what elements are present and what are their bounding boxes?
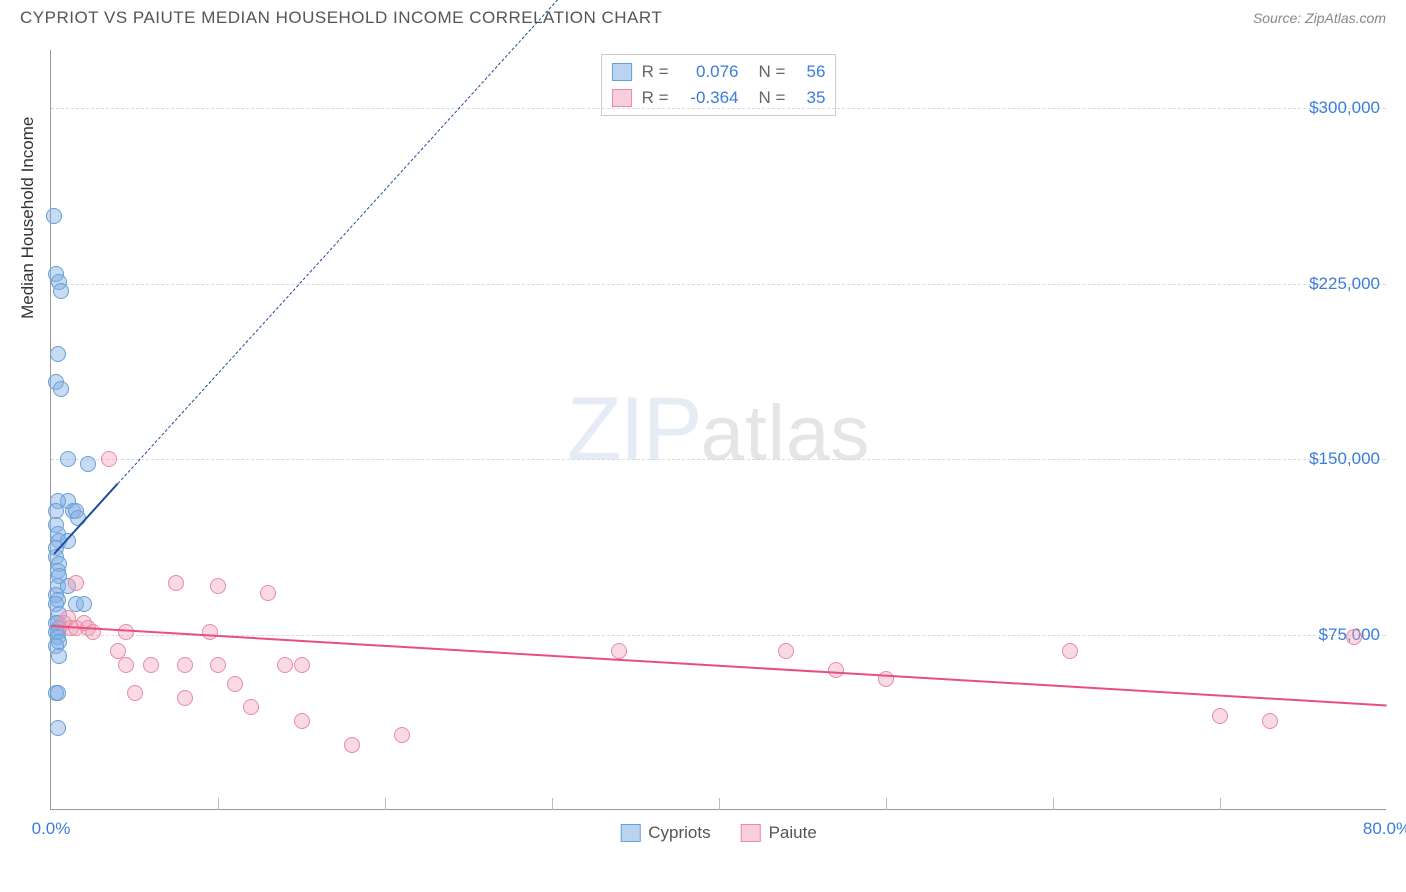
scatter-point <box>344 737 360 753</box>
scatter-point <box>118 624 134 640</box>
legend-label: Cypriots <box>648 823 710 843</box>
y-axis-label: Median Household Income <box>18 117 38 319</box>
watermark: ZIPatlas <box>567 378 871 481</box>
scatter-point <box>177 657 193 673</box>
legend-item: Cypriots <box>620 823 710 843</box>
scatter-point <box>778 643 794 659</box>
stat-n-label: N = <box>759 59 786 85</box>
scatter-point <box>611 643 627 659</box>
y-tick-label: $300,000 <box>1309 98 1380 118</box>
gridline-h <box>51 108 1386 109</box>
scatter-point <box>101 451 117 467</box>
scatter-point <box>1262 713 1278 729</box>
chart-plot-area: ZIPatlas R =0.076N =56R =-0.364N =35 Cyp… <box>50 50 1386 810</box>
stat-r-value: -0.364 <box>679 85 739 111</box>
scatter-point <box>243 699 259 715</box>
scatter-point <box>53 283 69 299</box>
stat-n-label: N = <box>759 85 786 111</box>
scatter-point <box>1346 629 1362 645</box>
stat-n-value: 35 <box>795 85 825 111</box>
stats-row: R = 0.076 N = 56 <box>612 59 826 85</box>
scatter-point <box>51 648 67 664</box>
series-legend: Cypriots Paiute <box>620 823 817 843</box>
chart-header: CYPRIOT VS PAIUTE MEDIAN HOUSEHOLD INCOM… <box>0 0 1406 32</box>
x-tick-label: 0.0% <box>32 819 71 839</box>
gridline-h <box>51 284 1386 285</box>
scatter-point <box>294 713 310 729</box>
scatter-point <box>202 624 218 640</box>
legend-swatch <box>612 89 632 107</box>
legend-swatch <box>612 63 632 81</box>
trend-line <box>51 625 1387 707</box>
scatter-point <box>127 685 143 701</box>
stats-row: R = -0.364 N = 35 <box>612 85 826 111</box>
scatter-point <box>60 451 76 467</box>
gridline-v <box>719 798 720 810</box>
stat-r-value: 0.076 <box>679 59 739 85</box>
scatter-point <box>50 685 66 701</box>
stats-legend: R = 0.076 N = 56 R = -0.364 N = 35 <box>601 54 837 116</box>
scatter-point <box>1062 643 1078 659</box>
scatter-point <box>50 346 66 362</box>
scatter-point <box>828 662 844 678</box>
stat-r-label: R = <box>642 59 669 85</box>
scatter-point <box>227 676 243 692</box>
source-label: Source: ZipAtlas.com <box>1253 10 1386 26</box>
scatter-point <box>177 690 193 706</box>
gridline-h <box>51 459 1386 460</box>
scatter-point <box>53 381 69 397</box>
gridline-v <box>1053 798 1054 810</box>
stat-r-label: R = <box>642 85 669 111</box>
scatter-point <box>210 578 226 594</box>
scatter-point <box>294 657 310 673</box>
scatter-point <box>168 575 184 591</box>
scatter-point <box>1212 708 1228 724</box>
gridline-h <box>51 635 1386 636</box>
scatter-point <box>143 657 159 673</box>
legend-label: Paiute <box>769 823 817 843</box>
stat-n-value: 56 <box>795 59 825 85</box>
legend-swatch <box>741 824 761 842</box>
gridline-v <box>218 798 219 810</box>
gridline-v <box>385 798 386 810</box>
gridline-v <box>552 798 553 810</box>
scatter-point <box>80 456 96 472</box>
x-tick-label: 80.0% <box>1363 819 1406 839</box>
y-tick-label: $225,000 <box>1309 274 1380 294</box>
scatter-point <box>260 585 276 601</box>
scatter-point <box>118 657 134 673</box>
legend-swatch <box>620 824 640 842</box>
scatter-point <box>68 575 84 591</box>
watermark-zip: ZIP <box>567 379 701 479</box>
gridline-v <box>1220 798 1221 810</box>
scatter-point <box>70 510 86 526</box>
gridline-v <box>886 798 887 810</box>
scatter-point <box>394 727 410 743</box>
scatter-point <box>50 720 66 736</box>
chart-title: CYPRIOT VS PAIUTE MEDIAN HOUSEHOLD INCOM… <box>20 8 662 28</box>
scatter-point <box>210 657 226 673</box>
y-tick-label: $150,000 <box>1309 449 1380 469</box>
scatter-point <box>46 208 62 224</box>
legend-item: Paiute <box>741 823 817 843</box>
scatter-point <box>277 657 293 673</box>
watermark-atlas: atlas <box>701 388 871 476</box>
scatter-point <box>76 596 92 612</box>
